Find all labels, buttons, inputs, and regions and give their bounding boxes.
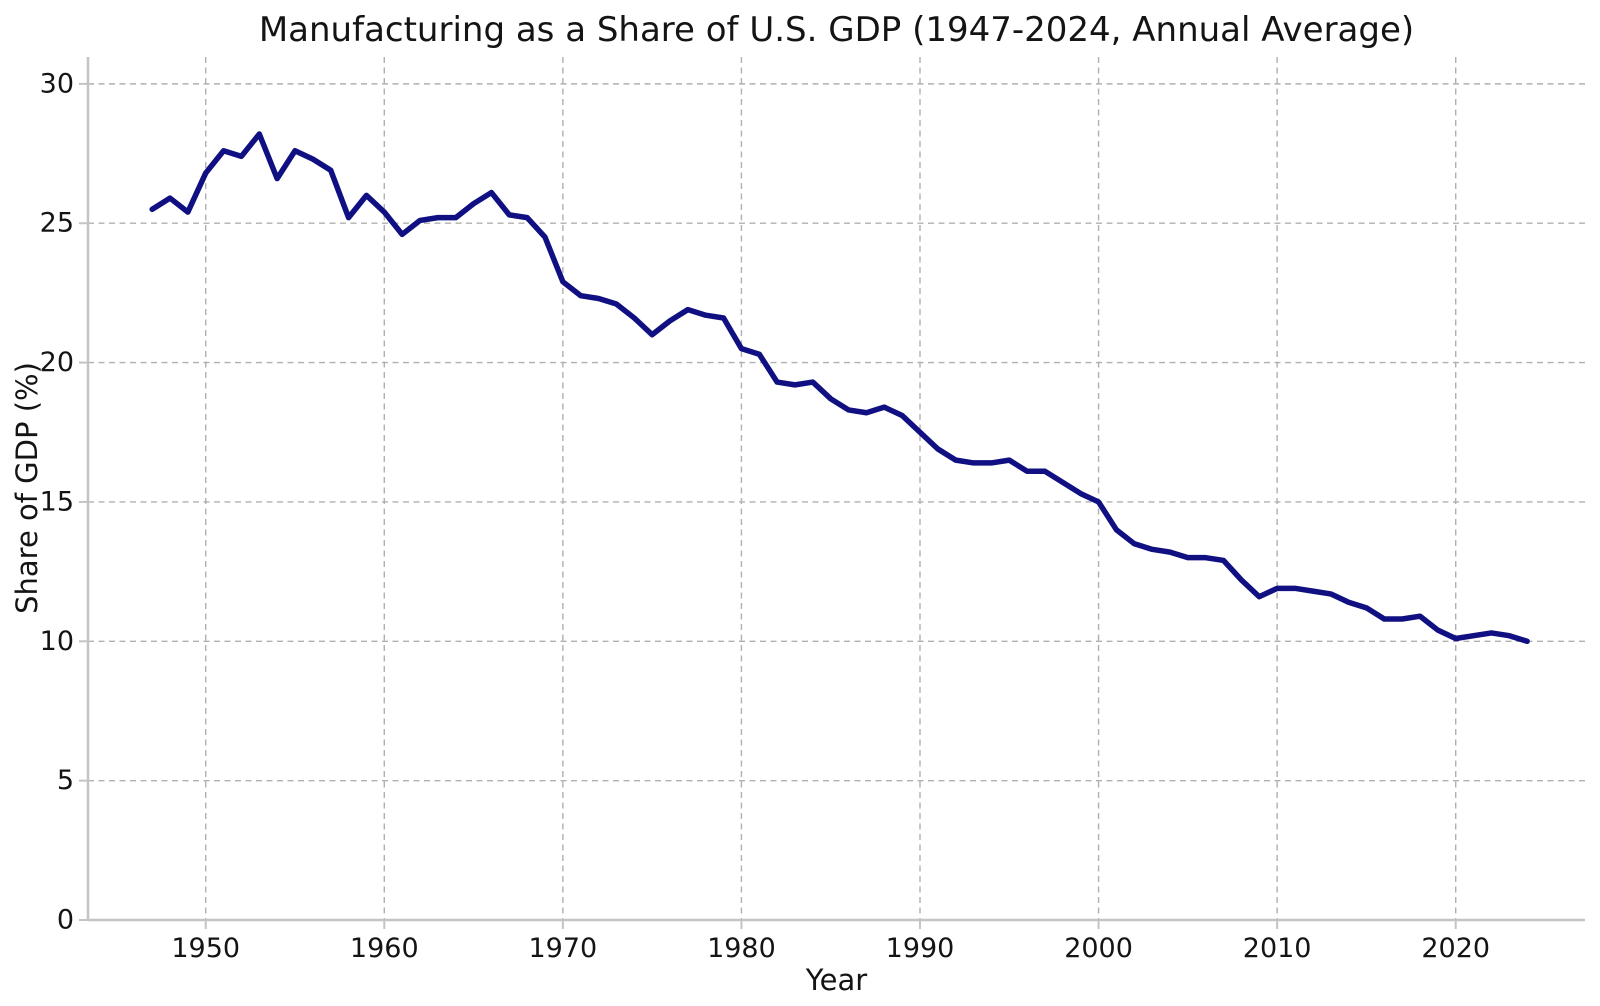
y-tick-label: 30 [40,68,74,99]
x-tick-label: 1980 [707,933,776,964]
x-tick-label: 2010 [1243,933,1312,964]
x-tick-label: 1950 [171,933,240,964]
x-tick-label: 1960 [350,933,419,964]
y-tick-label: 10 [40,626,74,657]
x-tick-label: 2000 [1064,933,1133,964]
y-tick-label: 0 [57,905,74,936]
y-tick-label: 5 [57,765,74,796]
y-tick-label: 20 [40,347,74,378]
chart-title: Manufacturing as a Share of U.S. GDP (19… [258,10,1415,50]
y-tick-label: 25 [40,208,74,239]
x-tick-label: 1970 [529,933,598,964]
data-line-manufacturing-share [149,131,1530,645]
y-tick-label: 15 [40,486,74,517]
x-axis-label: Year [805,963,868,997]
x-tick-label: 2020 [1421,933,1490,964]
x-tick-label: 1990 [886,933,955,964]
